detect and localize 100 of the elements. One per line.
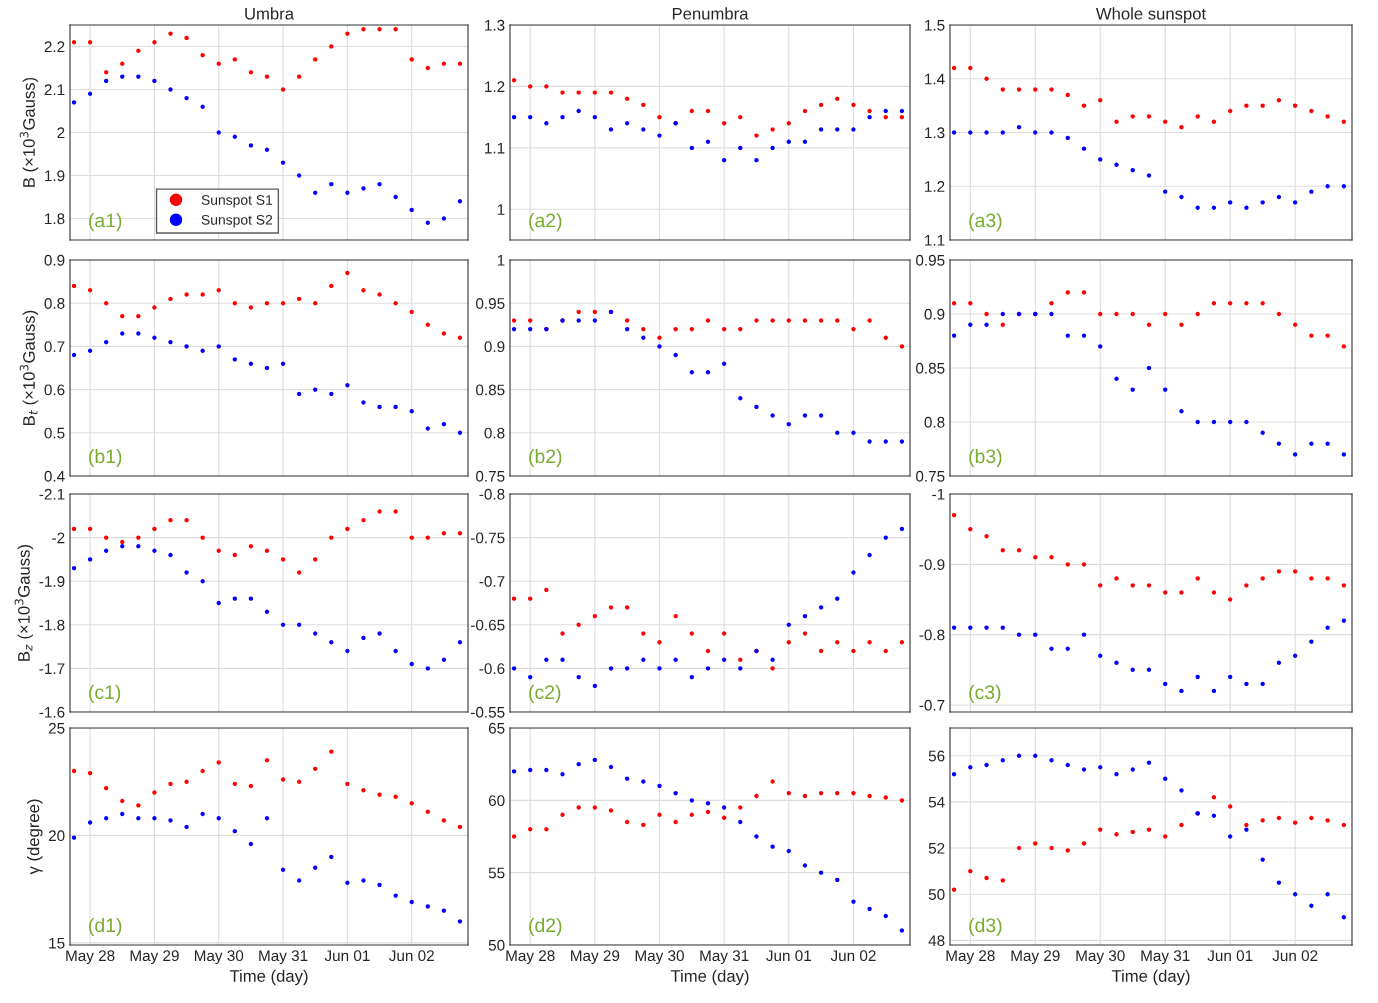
point [1211, 205, 1217, 210]
point [136, 313, 141, 319]
y-tick-label: -2.1 [39, 488, 65, 500]
point [528, 674, 533, 680]
point [818, 102, 824, 108]
x-tick-label: May 31 [1141, 950, 1190, 965]
point [232, 134, 238, 139]
point [393, 794, 398, 799]
point [951, 65, 957, 71]
point [1000, 87, 1005, 92]
point [1211, 301, 1217, 306]
point [1276, 880, 1282, 885]
point [168, 517, 173, 523]
point [705, 139, 711, 144]
point [689, 108, 695, 114]
point [1098, 98, 1103, 103]
point [184, 344, 189, 349]
point [818, 648, 824, 654]
x-tick-label: May 30 [194, 950, 244, 965]
point [802, 631, 808, 636]
y-tick-label: 1.3 [485, 19, 505, 31]
point [136, 48, 141, 53]
point [329, 44, 334, 49]
point [103, 548, 109, 553]
point [441, 421, 447, 427]
y-axis-title: B$_{t}$ (×10$^{3}$Gauss) [19, 310, 39, 425]
point [1098, 583, 1103, 588]
point [232, 552, 238, 558]
point [867, 114, 872, 120]
point [544, 657, 549, 662]
point [103, 339, 109, 345]
point [1195, 311, 1200, 317]
y-tick-label: 0.9 [44, 254, 65, 266]
point [1065, 135, 1070, 141]
point [705, 370, 711, 375]
point [1292, 452, 1298, 457]
point [264, 758, 270, 763]
point [1130, 167, 1135, 173]
point [457, 531, 463, 536]
point [152, 335, 157, 340]
point [1276, 98, 1282, 103]
point [1049, 845, 1054, 851]
point [1325, 576, 1330, 581]
point [511, 318, 517, 323]
point [136, 816, 141, 821]
point [1227, 419, 1233, 425]
point [705, 801, 711, 806]
point [280, 361, 286, 366]
point [835, 96, 840, 101]
point [1081, 767, 1087, 772]
point [608, 90, 614, 95]
point [754, 157, 759, 163]
point [1146, 827, 1152, 832]
point [608, 666, 614, 671]
point [899, 439, 905, 444]
point [280, 867, 286, 872]
point [1325, 818, 1330, 823]
point [1325, 625, 1330, 630]
y-tick-label: 2.1 [44, 84, 65, 96]
point [313, 57, 318, 62]
point [1276, 311, 1282, 317]
point [592, 683, 598, 689]
y-tick-label: 0.8 [44, 298, 65, 309]
point [120, 74, 125, 79]
y-tick-label: -0.75 [471, 532, 505, 544]
point [851, 899, 856, 904]
point [883, 648, 888, 654]
point [200, 579, 205, 584]
point [1276, 569, 1282, 574]
y-tick-label: -0.6 [479, 663, 505, 675]
point [867, 906, 872, 912]
point [1292, 653, 1298, 658]
point [1309, 108, 1314, 114]
y-tick-label: 0.75 [476, 470, 505, 482]
point [608, 764, 614, 770]
annotation: (b2) [529, 448, 562, 468]
point [1244, 103, 1249, 108]
x-tick-label: May 29 [130, 950, 179, 965]
point [576, 108, 581, 114]
y-tick-label: 2 [57, 127, 65, 139]
point [248, 841, 254, 847]
point [1114, 832, 1119, 837]
point [1163, 119, 1168, 124]
y-tick-label: 48 [928, 935, 945, 947]
point [296, 173, 302, 178]
point [1292, 569, 1298, 574]
point [1098, 653, 1103, 658]
point [457, 199, 463, 204]
point [329, 283, 334, 289]
point [968, 765, 973, 770]
point [232, 57, 238, 62]
point [802, 613, 808, 619]
point [457, 335, 463, 340]
point [802, 318, 808, 323]
point [1114, 119, 1119, 124]
y-tick-label: 1.5 [925, 20, 945, 31]
point [984, 534, 989, 539]
point [425, 535, 430, 540]
point [377, 27, 382, 32]
point [1146, 583, 1152, 588]
